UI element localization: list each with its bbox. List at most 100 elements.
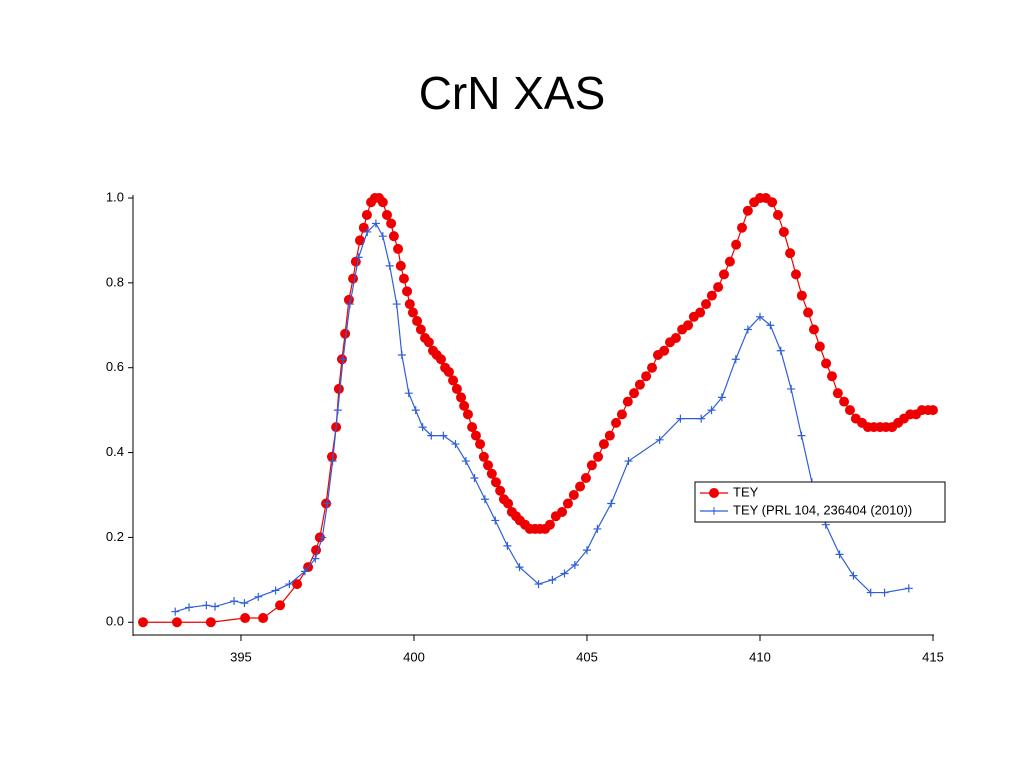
data-point	[402, 286, 413, 297]
data-point	[808, 324, 819, 335]
data-point	[611, 417, 622, 428]
data-point	[568, 489, 579, 500]
data-point	[622, 396, 633, 407]
data-point	[598, 439, 609, 450]
data-point	[339, 355, 348, 364]
legend-label: TEY	[733, 484, 759, 499]
data-point	[647, 362, 658, 373]
data-point	[743, 325, 752, 334]
data-point	[423, 337, 434, 348]
data-point	[548, 575, 557, 584]
data-point	[486, 468, 497, 479]
data-point	[904, 584, 913, 593]
data-point	[736, 222, 747, 233]
data-point	[211, 602, 220, 611]
data-point	[205, 617, 216, 628]
data-point	[701, 299, 712, 310]
data-point	[271, 586, 280, 595]
data-point	[491, 516, 500, 525]
data-point	[495, 485, 506, 496]
data-point	[570, 560, 579, 569]
data-point	[377, 197, 388, 208]
x-tick-label: 415	[922, 649, 944, 664]
data-point	[803, 307, 814, 318]
data-point	[560, 569, 569, 578]
data-point	[562, 498, 573, 509]
data-point	[832, 388, 843, 399]
data-point	[470, 474, 479, 483]
data-point	[415, 324, 426, 335]
data-point	[629, 388, 640, 399]
data-point	[240, 613, 251, 624]
data-point	[755, 312, 764, 321]
data-point	[586, 460, 597, 471]
legend-marker	[709, 488, 719, 498]
y-tick-label: 0.4	[106, 444, 124, 459]
data-point	[641, 371, 652, 382]
data-point	[371, 219, 380, 228]
data-point	[459, 400, 470, 411]
data-point	[386, 218, 397, 229]
data-point	[731, 239, 742, 250]
series-line	[143, 197, 933, 623]
data-point	[418, 423, 427, 432]
data-point	[407, 307, 418, 318]
data-point	[724, 256, 735, 267]
data-point	[821, 358, 832, 369]
data-point	[826, 371, 837, 382]
data-point	[490, 477, 501, 488]
y-tick-label: 0.8	[106, 274, 124, 289]
data-point	[659, 345, 670, 356]
data-point	[456, 392, 467, 403]
data-point	[348, 273, 359, 284]
data-point	[797, 431, 806, 440]
data-point	[928, 405, 938, 416]
legend-box	[694, 481, 946, 523]
data-point	[254, 592, 263, 601]
data-point	[719, 269, 730, 280]
data-point	[318, 533, 327, 542]
data-point	[624, 457, 633, 466]
data-point	[326, 451, 337, 462]
y-tick-label: 0.0	[106, 614, 124, 629]
data-point	[604, 430, 615, 441]
data-point	[363, 227, 372, 236]
data-point	[378, 232, 387, 241]
data-point	[462, 409, 473, 420]
data-point	[767, 197, 778, 208]
data-point	[534, 580, 543, 589]
legend-marker	[710, 507, 718, 515]
data-point	[350, 256, 361, 267]
data-point	[448, 375, 459, 386]
data-point	[393, 243, 404, 254]
data-point	[395, 260, 406, 271]
data-point	[230, 597, 239, 606]
data-point	[866, 588, 875, 597]
data-point	[766, 321, 775, 330]
data-point	[742, 205, 753, 216]
y-tick-label: 0.2	[106, 529, 124, 544]
data-point	[515, 563, 524, 572]
chart-title: CrN XAS	[419, 67, 606, 119]
data-point	[785, 248, 796, 259]
data-point	[683, 320, 694, 331]
data-point	[435, 354, 446, 365]
data-point	[427, 431, 436, 440]
data-point	[343, 294, 354, 305]
y-tick-label: 1.0	[106, 189, 124, 204]
data-point	[844, 405, 855, 416]
data-point	[557, 506, 568, 517]
data-point	[776, 346, 785, 355]
data-point	[185, 603, 194, 612]
data-point	[451, 383, 462, 394]
data-point	[717, 393, 726, 402]
data-point	[593, 524, 602, 533]
data-point	[439, 431, 448, 440]
data-point	[575, 481, 586, 492]
data-point	[385, 261, 394, 270]
data-point	[333, 383, 344, 394]
data-point	[467, 422, 478, 433]
data-point	[354, 253, 363, 262]
data-point	[311, 554, 320, 563]
